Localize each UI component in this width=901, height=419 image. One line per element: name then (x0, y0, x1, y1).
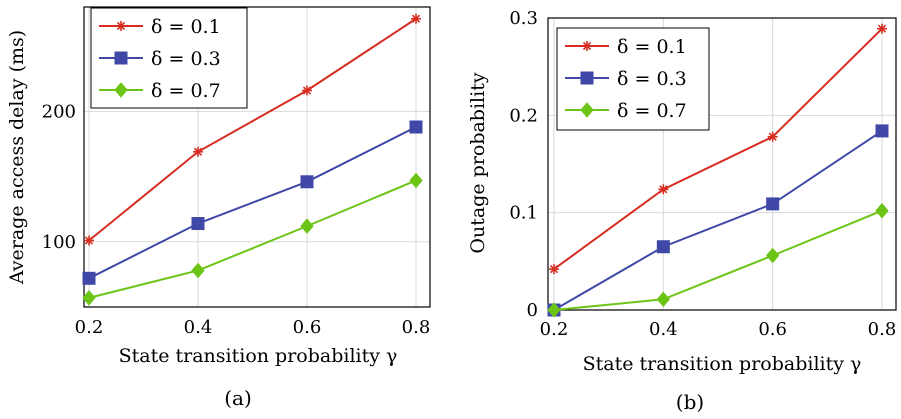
series-0-point (549, 264, 559, 275)
series-0-point (767, 131, 778, 142)
chart-panel-b: 0.2 0.4 0.6 0.8 0 0.1 0.2 0.3 Outage probabilit… (467, 8, 897, 414)
legend-marker-1 (114, 51, 128, 65)
series-1-point (82, 271, 96, 285)
series-0-point (411, 13, 421, 24)
series-2-point (409, 172, 423, 189)
series-line-2 (553, 209, 883, 311)
legend-label-0: δ = 0.1 (151, 16, 221, 38)
y-tick-label: 0.3 (509, 8, 538, 29)
y-tick-label: 0.1 (509, 203, 538, 224)
series-0-point (877, 23, 887, 34)
series-0-point (193, 146, 203, 157)
series-2-point (547, 302, 561, 318)
series-line-1 (88, 126, 417, 280)
y-tick-label: 200 (42, 101, 76, 122)
y-tick-label: 100 (42, 232, 76, 253)
series-0-point (84, 235, 94, 246)
series-1-point (875, 124, 889, 138)
legend-label-1: δ = 0.3 (617, 68, 687, 90)
series-b (547, 23, 889, 318)
legend-label-1: δ = 0.3 (151, 48, 221, 70)
ticks-a: 0.2 0.4 0.6 0.8 100 200 (42, 101, 431, 338)
series-2-point (82, 290, 96, 306)
series-1-point (191, 217, 205, 231)
ylabel-b: Outage probability (467, 72, 489, 253)
series-1-point (409, 120, 423, 134)
plot-area-a (83, 6, 431, 308)
series-1-point (656, 240, 670, 254)
caption-a: (a) (224, 386, 252, 410)
series-2-point (191, 262, 205, 279)
x-tick-label: 0.8 (402, 317, 431, 338)
xlabel-b: State transition probability γ (583, 353, 862, 375)
series-2-point (875, 202, 889, 219)
legend-label-2: δ = 0.7 (617, 100, 687, 122)
series-line-2 (88, 179, 417, 299)
x-tick-label: 0.6 (293, 317, 322, 338)
xlabel-a: State transition probability γ (119, 345, 398, 367)
series-1-point (300, 175, 314, 189)
legend-b: δ = 0.1 δ = 0.3 δ = 0.7 (556, 27, 710, 131)
x-tick-label: 0.4 (184, 317, 213, 338)
x-tick-label: 0.2 (540, 319, 569, 340)
x-tick-label: 0.4 (649, 319, 678, 340)
series-0-point (658, 184, 669, 195)
legend-marker-0 (582, 41, 592, 51)
legend-label-0: δ = 0.1 (617, 36, 687, 58)
plot-area-b (547, 17, 897, 311)
y-tick-label: 0.2 (509, 105, 538, 126)
legend-label-2: δ = 0.7 (151, 80, 221, 102)
series-1-point (766, 197, 780, 211)
x-tick-label: 0.6 (758, 319, 787, 340)
series-line-0 (553, 27, 883, 270)
x-tick-label: 0.8 (868, 319, 897, 340)
legend-marker-1 (580, 71, 594, 85)
series-2-point (656, 291, 670, 308)
series-a (82, 13, 423, 306)
legend-marker-0 (116, 21, 126, 31)
legend-marker-2 (114, 82, 128, 98)
series-line-0 (88, 17, 417, 242)
series-2-point (300, 218, 314, 234)
x-tick-label: 0.2 (75, 317, 104, 338)
ylabel-a: Average access delay (ms) (6, 30, 28, 285)
caption-b: (b) (676, 390, 704, 414)
series-0-point (302, 85, 312, 96)
legend-a: δ = 0.1 δ = 0.3 δ = 0.7 (90, 7, 248, 109)
legend-marker-2 (580, 102, 594, 118)
chart-panel-a: 0.2 0.4 0.6 0.8 100 200 Average access delay … (6, 6, 431, 410)
series-2-point (766, 247, 780, 264)
series-line-1 (553, 130, 883, 311)
y-tick-label: 0 (527, 300, 538, 321)
ticks-b: 0.2 0.4 0.6 0.8 0 0.1 0.2 0.3 (509, 8, 896, 340)
